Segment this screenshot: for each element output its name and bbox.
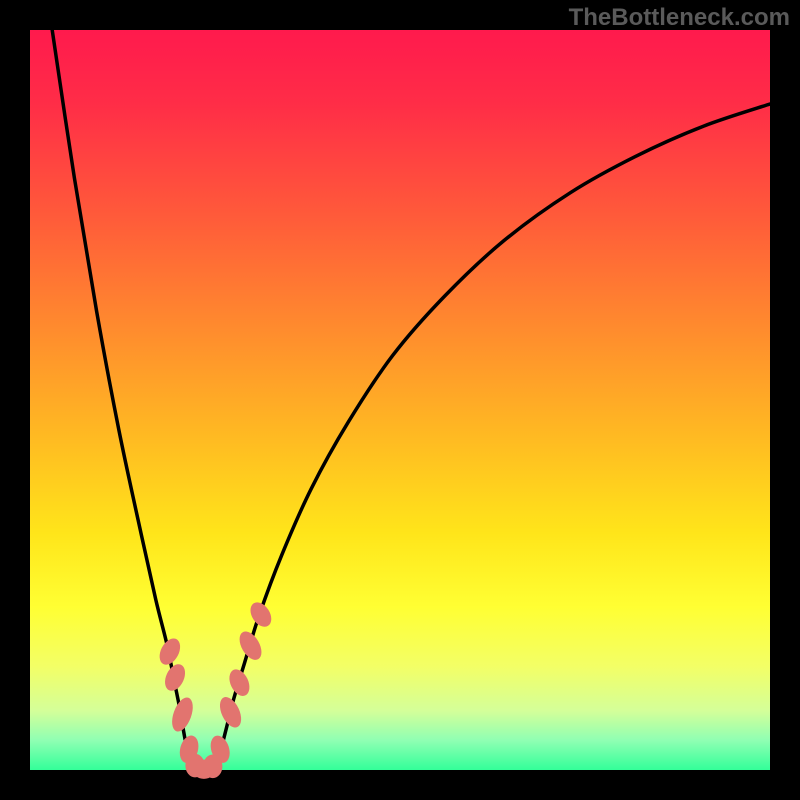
chart-container: TheBottleneck.com bbox=[0, 0, 800, 800]
bottleneck-curve-chart bbox=[0, 0, 800, 800]
plot-background bbox=[30, 30, 770, 770]
